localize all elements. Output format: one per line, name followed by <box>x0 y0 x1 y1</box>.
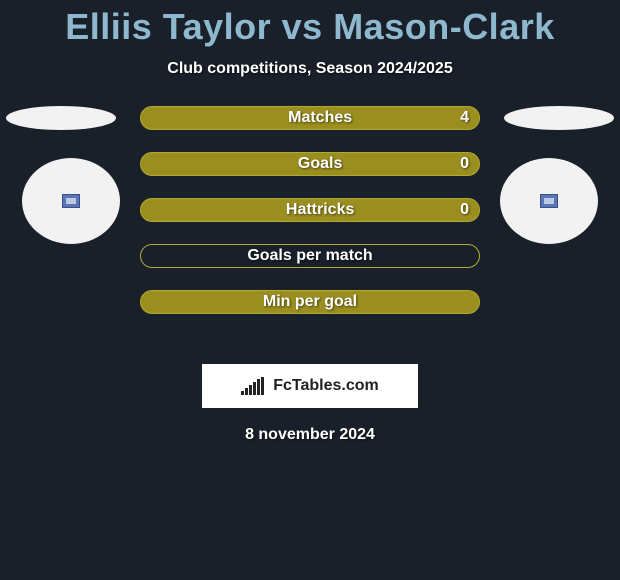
club-badge-left <box>22 158 120 244</box>
stat-label: Hattricks <box>286 201 354 219</box>
player-photo-placeholder-right <box>504 106 614 130</box>
shield-icon <box>540 194 558 208</box>
stat-value-right: 0 <box>460 201 469 219</box>
stat-value-right: 0 <box>460 155 469 173</box>
stat-row: Matches 4 <box>140 106 480 130</box>
stat-row: Hattricks 0 <box>140 198 480 222</box>
bar-chart-icon <box>241 377 267 395</box>
stat-row: Goals per match <box>140 244 480 268</box>
stat-row: Goals 0 <box>140 152 480 176</box>
page-subtitle: Club competitions, Season 2024/2025 <box>0 60 620 78</box>
stat-label: Matches <box>288 109 352 127</box>
comparison-chart: Matches 4 Goals 0 Hattricks 0 Goals per match M… <box>0 106 620 356</box>
player-photo-placeholder-left <box>6 106 116 130</box>
stat-label: Min per goal <box>263 293 357 311</box>
shield-icon <box>62 194 80 208</box>
club-badge-right <box>500 158 598 244</box>
stat-label: Goals per match <box>247 247 372 265</box>
footer-date: 8 november 2024 <box>0 426 620 444</box>
stat-label: Goals <box>298 155 342 173</box>
stat-row: Min per goal <box>140 290 480 314</box>
stat-bars: Matches 4 Goals 0 Hattricks 0 Goals per match M… <box>140 106 480 336</box>
page-title: Elliis Taylor vs Mason-Clark <box>0 0 620 48</box>
source-logo-text: FcTables.com <box>273 377 379 395</box>
source-logo: FcTables.com <box>202 364 418 408</box>
stat-value-right: 4 <box>460 109 469 127</box>
